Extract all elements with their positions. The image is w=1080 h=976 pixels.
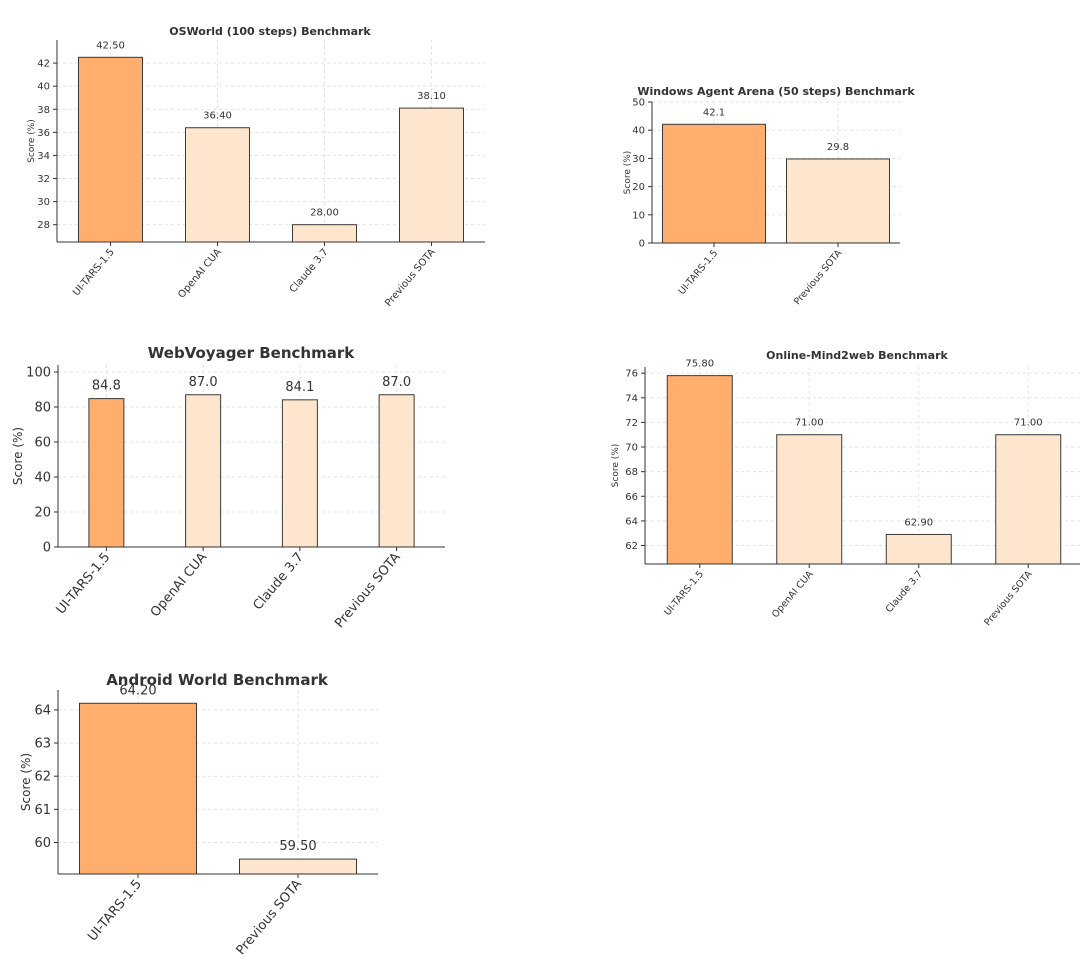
bar-value-label: 84.1 — [285, 380, 314, 395]
y-tick-label: 66 — [625, 492, 638, 503]
y-tick-label: 61 — [34, 803, 51, 818]
y-tick-label: 30 — [632, 154, 645, 165]
x-category-label: OpenAI CUA — [148, 550, 210, 620]
bar-value-label: 84.8 — [92, 379, 121, 394]
x-category-label: UI-TARS-1.5 — [85, 877, 145, 944]
y-tick-label: 64 — [34, 703, 51, 718]
chart-title: OSWorld (100 steps) Benchmark — [169, 25, 371, 38]
y-tick-label: 20 — [34, 506, 51, 521]
x-category-label: Claude 3.7 — [884, 569, 925, 615]
chart-title: Windows Agent Arena (50 steps) Benchmark — [637, 85, 915, 98]
x-category-label: Previous SOTA — [982, 568, 1035, 628]
osworld-chart: OSWorld (100 steps) Benchmark 42.50 36.40 2… — [27, 25, 485, 309]
y-axis-title: Score (%) — [19, 753, 33, 811]
y-tick-label: 38 — [37, 105, 50, 116]
bar-previous-sota — [239, 858, 357, 875]
x-category-label: UI-TARS-1.5 — [71, 247, 117, 298]
bar-previous-sota — [786, 158, 890, 244]
y-tick-label: 60 — [34, 436, 51, 451]
y-tick-label: 100 — [26, 366, 51, 381]
y-tick-label: 63 — [34, 737, 51, 752]
bar-previous-sota — [995, 434, 1062, 565]
bar-value-label: 38.10 — [417, 91, 446, 102]
x-category-label: UI-TARS-1.5 — [662, 569, 706, 618]
y-tick-label: 60 — [34, 836, 51, 851]
bar-value-label: 75.80 — [685, 359, 714, 370]
chart-title: Online-Mind2web Benchmark — [766, 349, 948, 362]
bar-claude-3-7 — [292, 224, 357, 243]
windows-agent-arena-chart: Windows Agent Arena (50 steps) Benchmark… — [623, 85, 915, 307]
x-category-label: UI-TARS-1.5 — [676, 248, 720, 297]
x-category-label: Previous SOTA — [332, 550, 404, 631]
x-category-label: OpenAI CUA — [770, 568, 816, 620]
y-tick-label: 68 — [625, 467, 638, 478]
y-tick-label: 10 — [632, 210, 645, 221]
y-tick-label: 42 — [37, 59, 50, 70]
bar-ui-tars-1-5 — [662, 123, 766, 244]
bar-openai-cua — [776, 434, 843, 565]
bar-value-label: 87.0 — [382, 375, 411, 390]
bar-ui-tars-1-5 — [78, 56, 143, 243]
bar-value-label: 42.1 — [703, 107, 725, 118]
bar-value-label: 42.50 — [96, 40, 125, 51]
bar-value-label: 62.90 — [904, 517, 933, 528]
bar-ui-tars-1-5 — [79, 702, 197, 875]
chart-title: Android World Benchmark — [106, 671, 329, 689]
y-axis-title: Score (%) — [11, 427, 25, 485]
y-tick-label: 28 — [37, 220, 50, 231]
bar-value-label: 29.8 — [827, 142, 849, 153]
y-tick-label: 50 — [632, 98, 645, 109]
y-tick-label: 0 — [43, 541, 51, 556]
bar-value-label: 28.00 — [310, 208, 339, 219]
x-category-label: Claude 3.7 — [288, 247, 331, 295]
bar-claude-3-7 — [885, 533, 952, 565]
bar-value-label: 36.40 — [203, 111, 232, 122]
y-tick-label: 70 — [625, 443, 638, 454]
y-tick-label: 40 — [34, 471, 51, 486]
y-tick-label: 80 — [34, 401, 51, 416]
x-category-label: UI-TARS-1.5 — [54, 550, 114, 617]
bar-value-label: 59.50 — [279, 839, 316, 854]
x-category-label: Previous SOTA — [234, 877, 306, 958]
bar-previous-sota — [399, 107, 464, 243]
y-tick-label: 40 — [632, 126, 645, 137]
y-tick-label: 64 — [625, 516, 638, 527]
y-tick-label: 20 — [632, 182, 645, 193]
x-category-label: Previous SOTA — [383, 247, 438, 309]
chart-title: WebVoyager Benchmark — [148, 344, 355, 362]
y-tick-label: 72 — [625, 418, 638, 429]
webvoyager-chart: WebVoyager Benchmark 84.8 87.0 84.1 87.0 0 20 4… — [11, 344, 445, 631]
bar-ui-tars-1-5 — [666, 375, 733, 565]
bar-ui-tars-1-5 — [88, 398, 125, 548]
bar-openai-cua — [185, 394, 222, 548]
y-axis-title: Score (%) — [611, 444, 621, 488]
y-tick-label: 74 — [625, 393, 638, 404]
y-tick-label: 32 — [37, 174, 50, 185]
y-tick-label: 34 — [37, 151, 50, 162]
x-category-label: OpenAI CUA — [176, 247, 224, 301]
bar-value-label: 87.0 — [189, 375, 218, 390]
online-mind2web-chart: Online-Mind2web Benchmark 75.80 71.00 62.90… — [611, 349, 1080, 628]
y-tick-label: 62 — [34, 770, 51, 785]
x-category-label: Claude 3.7 — [250, 550, 306, 613]
bar-claude-3-7 — [281, 399, 318, 548]
y-axis-title: Score (%) — [623, 151, 633, 195]
y-axis-title: Score (%) — [27, 119, 37, 163]
bar-value-label: 64.20 — [119, 683, 156, 698]
y-tick-label: 36 — [37, 128, 50, 139]
bar-previous-sota — [378, 394, 415, 548]
y-tick-label: 62 — [625, 541, 638, 552]
y-tick-label: 76 — [625, 369, 638, 380]
bar-openai-cua — [185, 127, 250, 243]
y-tick-label: 30 — [37, 197, 50, 208]
bar-value-label: 71.00 — [795, 418, 824, 429]
y-tick-label: 0 — [639, 239, 645, 250]
bar-value-label: 71.00 — [1014, 418, 1043, 429]
x-category-label: Previous SOTA — [792, 247, 845, 307]
y-tick-label: 40 — [37, 82, 50, 93]
